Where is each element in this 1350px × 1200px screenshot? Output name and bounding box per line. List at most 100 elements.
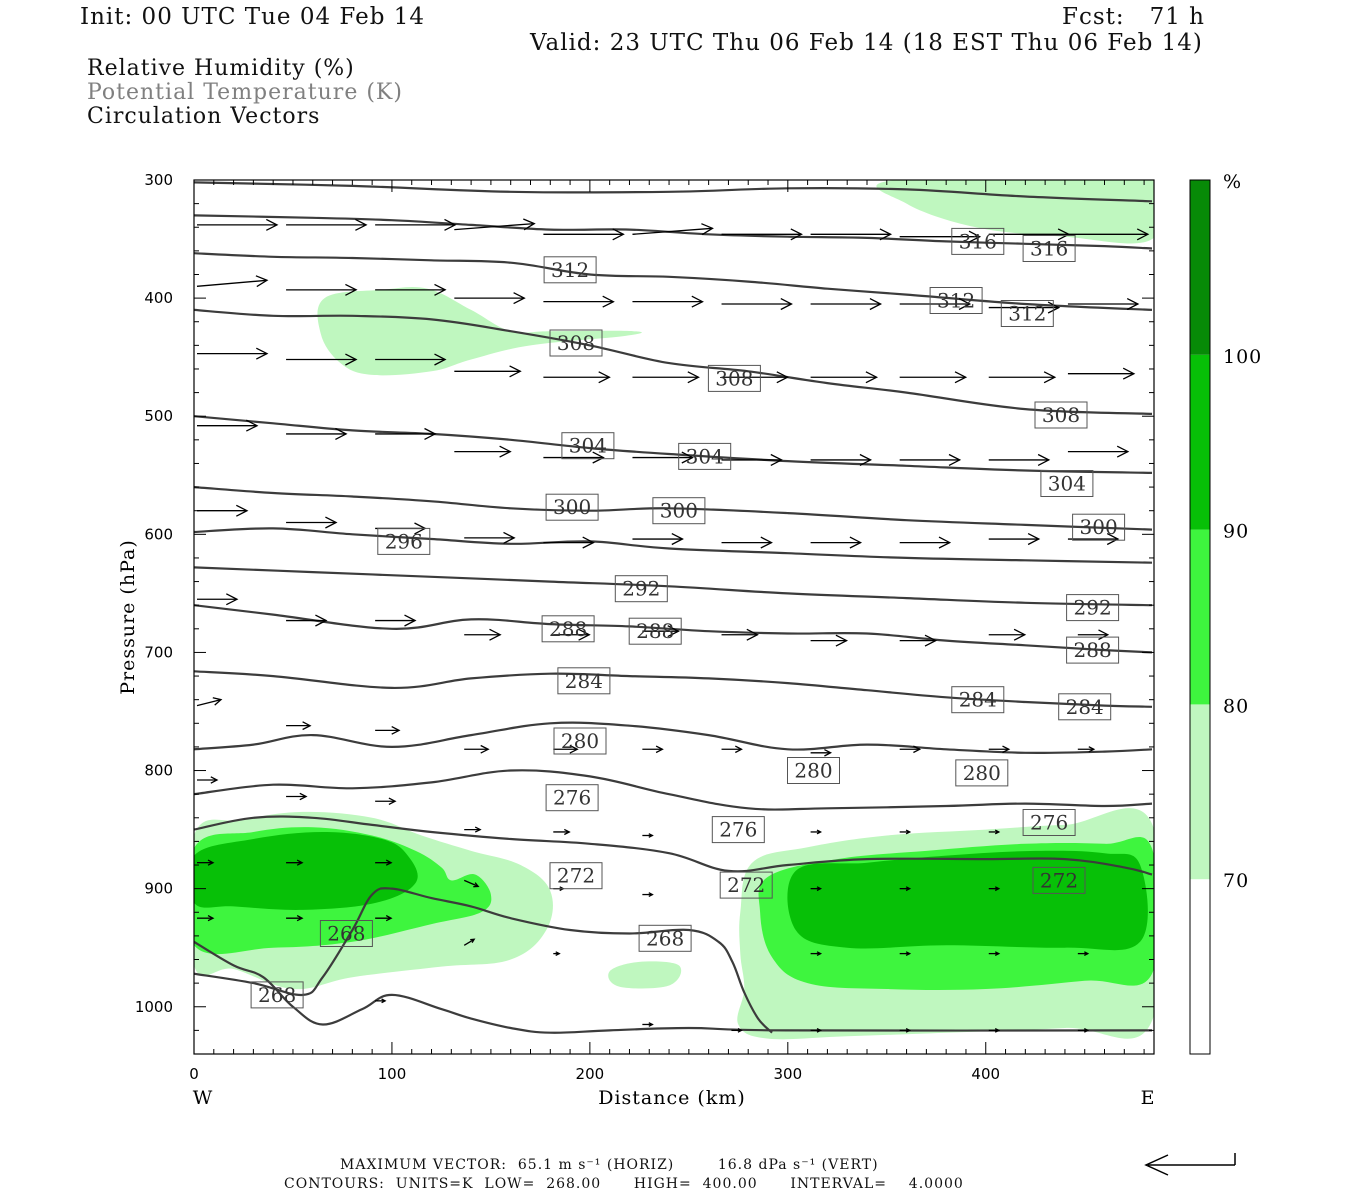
circulation-vector	[286, 915, 304, 922]
x-axis-east-label: E	[1141, 1087, 1156, 1109]
circulation-vector	[454, 292, 526, 305]
contour-info-note: CONTOURS: UNITS=K LOW= 268.00 HIGH= 400.…	[284, 1176, 964, 1192]
contour-label: 276	[1022, 809, 1076, 836]
circulation-vector	[464, 826, 482, 833]
circulation-vector	[197, 419, 259, 432]
rh-region-90	[787, 850, 1148, 951]
contour-label: 300	[1072, 513, 1126, 541]
contour-label-text: 268	[327, 922, 365, 946]
circulation-vector	[988, 301, 1061, 314]
colorbar-band-90	[1190, 354, 1210, 530]
x-tick-label: 200	[576, 1065, 605, 1083]
circulation-vector	[899, 298, 972, 311]
contour-label-text: 308	[715, 366, 753, 390]
circulation-vector	[988, 745, 1011, 754]
circulation-vector	[632, 295, 704, 308]
circulation-vector	[464, 744, 490, 754]
y-axis-title: Pressure (hPa)	[117, 539, 139, 695]
circulation-vector	[642, 625, 680, 638]
circulation-vector	[632, 223, 714, 236]
contour-label-text: 276	[553, 786, 591, 810]
reference-vector	[1144, 1153, 1236, 1176]
circulation-vector	[632, 533, 684, 546]
vector-layer	[196, 218, 1150, 1033]
rh-region-70	[608, 961, 682, 989]
contour-label-text: 276	[719, 818, 757, 842]
circulation-vector	[543, 536, 595, 549]
contour-label-text: 288	[636, 619, 674, 643]
circulation-vector	[988, 1028, 1001, 1033]
circulation-vector	[810, 749, 833, 757]
circulation-vector	[642, 892, 654, 897]
contour-label: 292	[1066, 594, 1120, 622]
contour-label-text: 292	[622, 577, 660, 601]
contour-label-text: 300	[553, 495, 591, 519]
circulation-vector	[721, 453, 783, 466]
circulation-vector	[553, 744, 579, 754]
circulation-vector	[642, 833, 654, 838]
circulation-vector	[553, 828, 571, 836]
rh-region-90	[194, 832, 418, 910]
contour-label-text: 284	[1066, 695, 1104, 719]
contour-label: 272	[549, 862, 603, 890]
x-tick-label: 100	[378, 1065, 407, 1083]
y-tick-label: 700	[144, 643, 173, 661]
contour-label-text: 300	[660, 499, 698, 523]
colorbar-level-label: 100	[1223, 346, 1262, 368]
x-tick-label: 300	[773, 1065, 802, 1083]
circulation-vector	[810, 886, 823, 892]
circulation-vector	[286, 614, 328, 627]
rh-fill-layer	[194, 180, 1154, 1040]
circulation-vector	[988, 371, 1057, 384]
contour-label-text: 276	[1030, 811, 1068, 835]
circulation-vector	[810, 1028, 823, 1033]
y-tick-label: 300	[144, 171, 173, 189]
circulation-vector	[197, 859, 215, 866]
contour-label-text: 280	[963, 761, 1001, 785]
circulation-vector	[899, 829, 912, 835]
circulation-vector	[899, 951, 912, 956]
x-axis-west-label: W	[193, 1087, 214, 1109]
circulation-vector	[899, 745, 922, 754]
circulation-vector	[1077, 951, 1090, 956]
circulation-vector	[286, 516, 338, 529]
circulation-vector	[1077, 746, 1096, 753]
isentrope-296	[194, 527, 1153, 564]
contour-label: 308	[549, 329, 603, 357]
circulation-vector	[988, 628, 1027, 641]
isentrope-304	[194, 415, 1153, 474]
contour-label-text: 268	[646, 926, 684, 950]
contour-label: 288	[628, 617, 682, 645]
contour-label: 280	[787, 757, 840, 784]
circulation-vector	[196, 697, 223, 707]
isentrope-292	[194, 566, 1153, 607]
contour-label-text: 304	[569, 434, 607, 458]
contour-label-text: 296	[385, 529, 423, 553]
legend-vectors: Circulation Vectors	[87, 104, 321, 129]
contour-label: 292	[614, 575, 668, 603]
contour-label-layer: 316 316 312 312 312 308 308 308 304 304 304 300 300 3…	[250, 227, 1126, 1009]
circulation-vector	[463, 938, 476, 946]
circulation-vector	[988, 533, 1041, 546]
circulation-vector	[286, 427, 348, 440]
circulation-vector	[899, 536, 952, 549]
circulation-vector	[899, 634, 938, 647]
circulation-vector	[454, 365, 522, 378]
circulation-vector	[1067, 298, 1140, 311]
contour-label-text: 272	[1040, 868, 1078, 892]
circulation-vector	[196, 275, 269, 288]
circulation-vector	[899, 230, 982, 243]
contour-label: 308	[707, 364, 761, 392]
colorbar-level-label: 70	[1223, 870, 1249, 892]
colorbar-band-100	[1190, 180, 1210, 355]
contour-label: 304	[561, 432, 615, 460]
isentrope-288	[194, 604, 1153, 654]
circulation-vector	[286, 218, 368, 231]
contour-label: 276	[545, 784, 599, 812]
circulation-vector	[463, 879, 480, 888]
contour-label: 316	[951, 227, 1005, 255]
circulation-vector	[988, 951, 1001, 956]
colorbar-band-70	[1190, 704, 1210, 880]
contour-label-text: 316	[959, 229, 997, 253]
init-time: Init: 00 UTC Tue 04 Feb 14	[80, 4, 426, 30]
